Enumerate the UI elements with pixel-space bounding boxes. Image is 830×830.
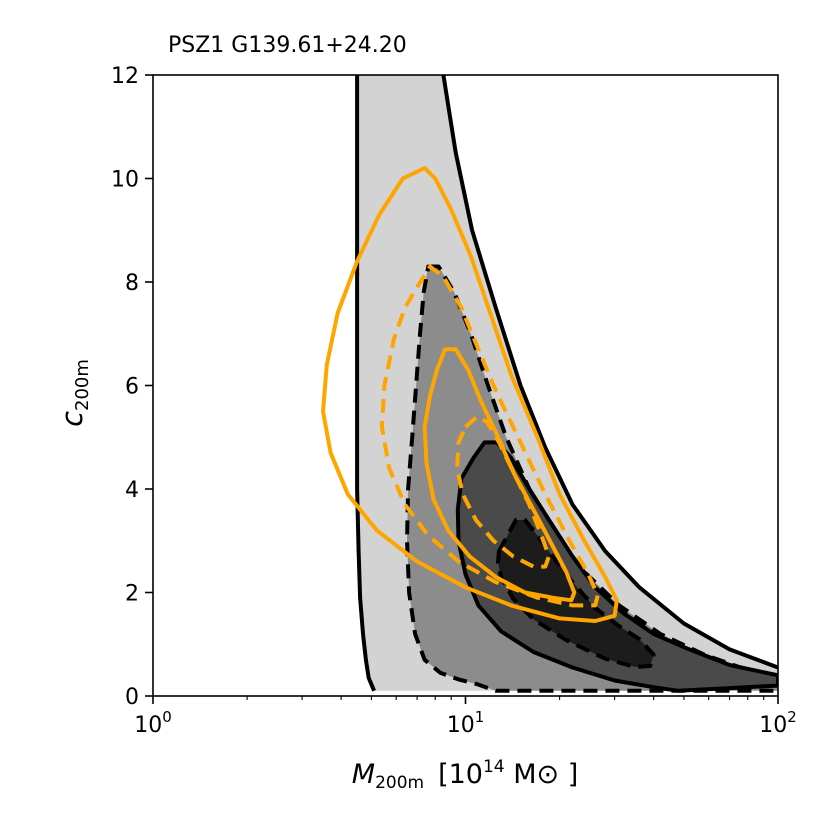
- y-tick-label: 2: [125, 582, 139, 607]
- y-tick-label: 12: [111, 64, 139, 89]
- contour-orange-outer: [321, 166, 619, 623]
- axes: 0 2 4 6 8 10 12 100 101 102: [111, 64, 797, 738]
- contour-inner: [455, 440, 778, 693]
- x-axis-label-unit-exp: 14: [483, 757, 505, 777]
- contour-outer-left-line: [355, 75, 376, 692]
- x-tick-label: 100: [134, 708, 172, 738]
- contour-layers: [321, 75, 778, 693]
- contour-outer-right-line: [441, 75, 778, 670]
- x-axis-label-sub: 200m: [375, 773, 424, 793]
- y-tick-label: 0: [125, 685, 139, 710]
- y-tick-label: 10: [111, 168, 139, 193]
- x-axis-label-base: M: [352, 759, 375, 790]
- x-tick-label: 102: [759, 708, 797, 738]
- y-axis-label-base: c: [55, 411, 89, 427]
- x-tick-label: 101: [447, 708, 485, 738]
- contour-orange-core: [455, 414, 551, 569]
- x-axis-label-unit-open: [10: [438, 759, 483, 790]
- chart-title: PSZ1 G139.61+24.20: [168, 33, 407, 58]
- x-axis-label-unit-close: M⊙ ]: [505, 759, 579, 790]
- y-tick-label: 6: [125, 375, 139, 400]
- y-axis-label-sub: 200m: [72, 359, 93, 411]
- y-tick-label: 8: [125, 271, 139, 296]
- y-tick-label: 4: [125, 478, 139, 503]
- contour-orange-mid: [379, 264, 600, 608]
- x-axis-label: M200m [1014 M⊙ ]: [352, 757, 578, 793]
- y-axis-label: c200m: [55, 359, 93, 427]
- contour-orange-inner: [422, 347, 577, 603]
